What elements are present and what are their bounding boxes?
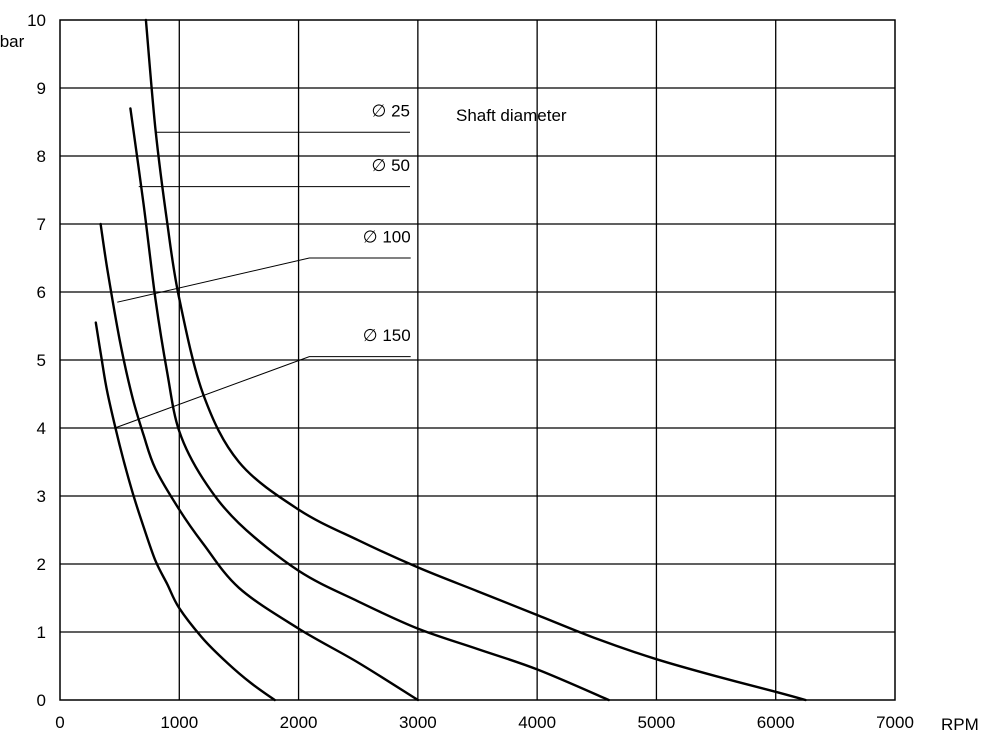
x-axis-label: RPM [941, 715, 979, 734]
x-tick-label: 3000 [399, 713, 437, 732]
y-tick-label: 8 [37, 147, 46, 166]
y-axis-label: bar [0, 32, 25, 51]
y-tick-label: 3 [37, 487, 46, 506]
series-label-4: ∅ 150 [363, 326, 411, 345]
x-tick-label: 1000 [160, 713, 198, 732]
shaft-diameter-annotation: Shaft diameter [456, 106, 567, 125]
x-tick-label: 6000 [757, 713, 795, 732]
grid-lines [59, 19, 896, 701]
y-tick-label: 10 [27, 11, 46, 30]
x-axis-tick-labels: 0 1000 2000 3000 4000 5000 6000 7000 [55, 713, 914, 732]
y-tick-label: 4 [37, 419, 46, 438]
y-tick-label: 6 [37, 283, 46, 302]
series-label-2: ∅ 50 [372, 156, 410, 175]
x-tick-label: 5000 [638, 713, 676, 732]
series-curve-1 [144, 18, 807, 702]
series-labels: ∅ 25 ∅ 50 ∅ 100 ∅ 150 [363, 102, 411, 345]
series-curves [94, 18, 807, 702]
y-tick-label: 0 [37, 691, 46, 710]
x-tick-label: 2000 [280, 713, 318, 732]
y-tick-label: 2 [37, 555, 46, 574]
x-tick-label: 7000 [876, 713, 914, 732]
y-axis-tick-labels: 0 1 2 3 4 5 6 7 8 9 10 [27, 11, 46, 710]
series-label-1: ∅ 25 [372, 102, 410, 121]
plot-frame [59, 19, 896, 701]
series-curve-4 [94, 321, 276, 702]
y-tick-label: 1 [37, 623, 46, 642]
x-tick-label: 0 [55, 713, 64, 732]
x-tick-label: 4000 [518, 713, 556, 732]
leader-line-4 [114, 356, 411, 429]
series-curve-2 [129, 107, 610, 702]
series-label-3: ∅ 100 [363, 227, 411, 246]
y-tick-label: 5 [37, 351, 46, 370]
y-tick-label: 7 [37, 215, 46, 234]
y-tick-label: 9 [37, 79, 46, 98]
series-curve-3 [99, 222, 420, 702]
leader-line-3 [117, 257, 411, 303]
series-leader-lines [114, 131, 411, 429]
